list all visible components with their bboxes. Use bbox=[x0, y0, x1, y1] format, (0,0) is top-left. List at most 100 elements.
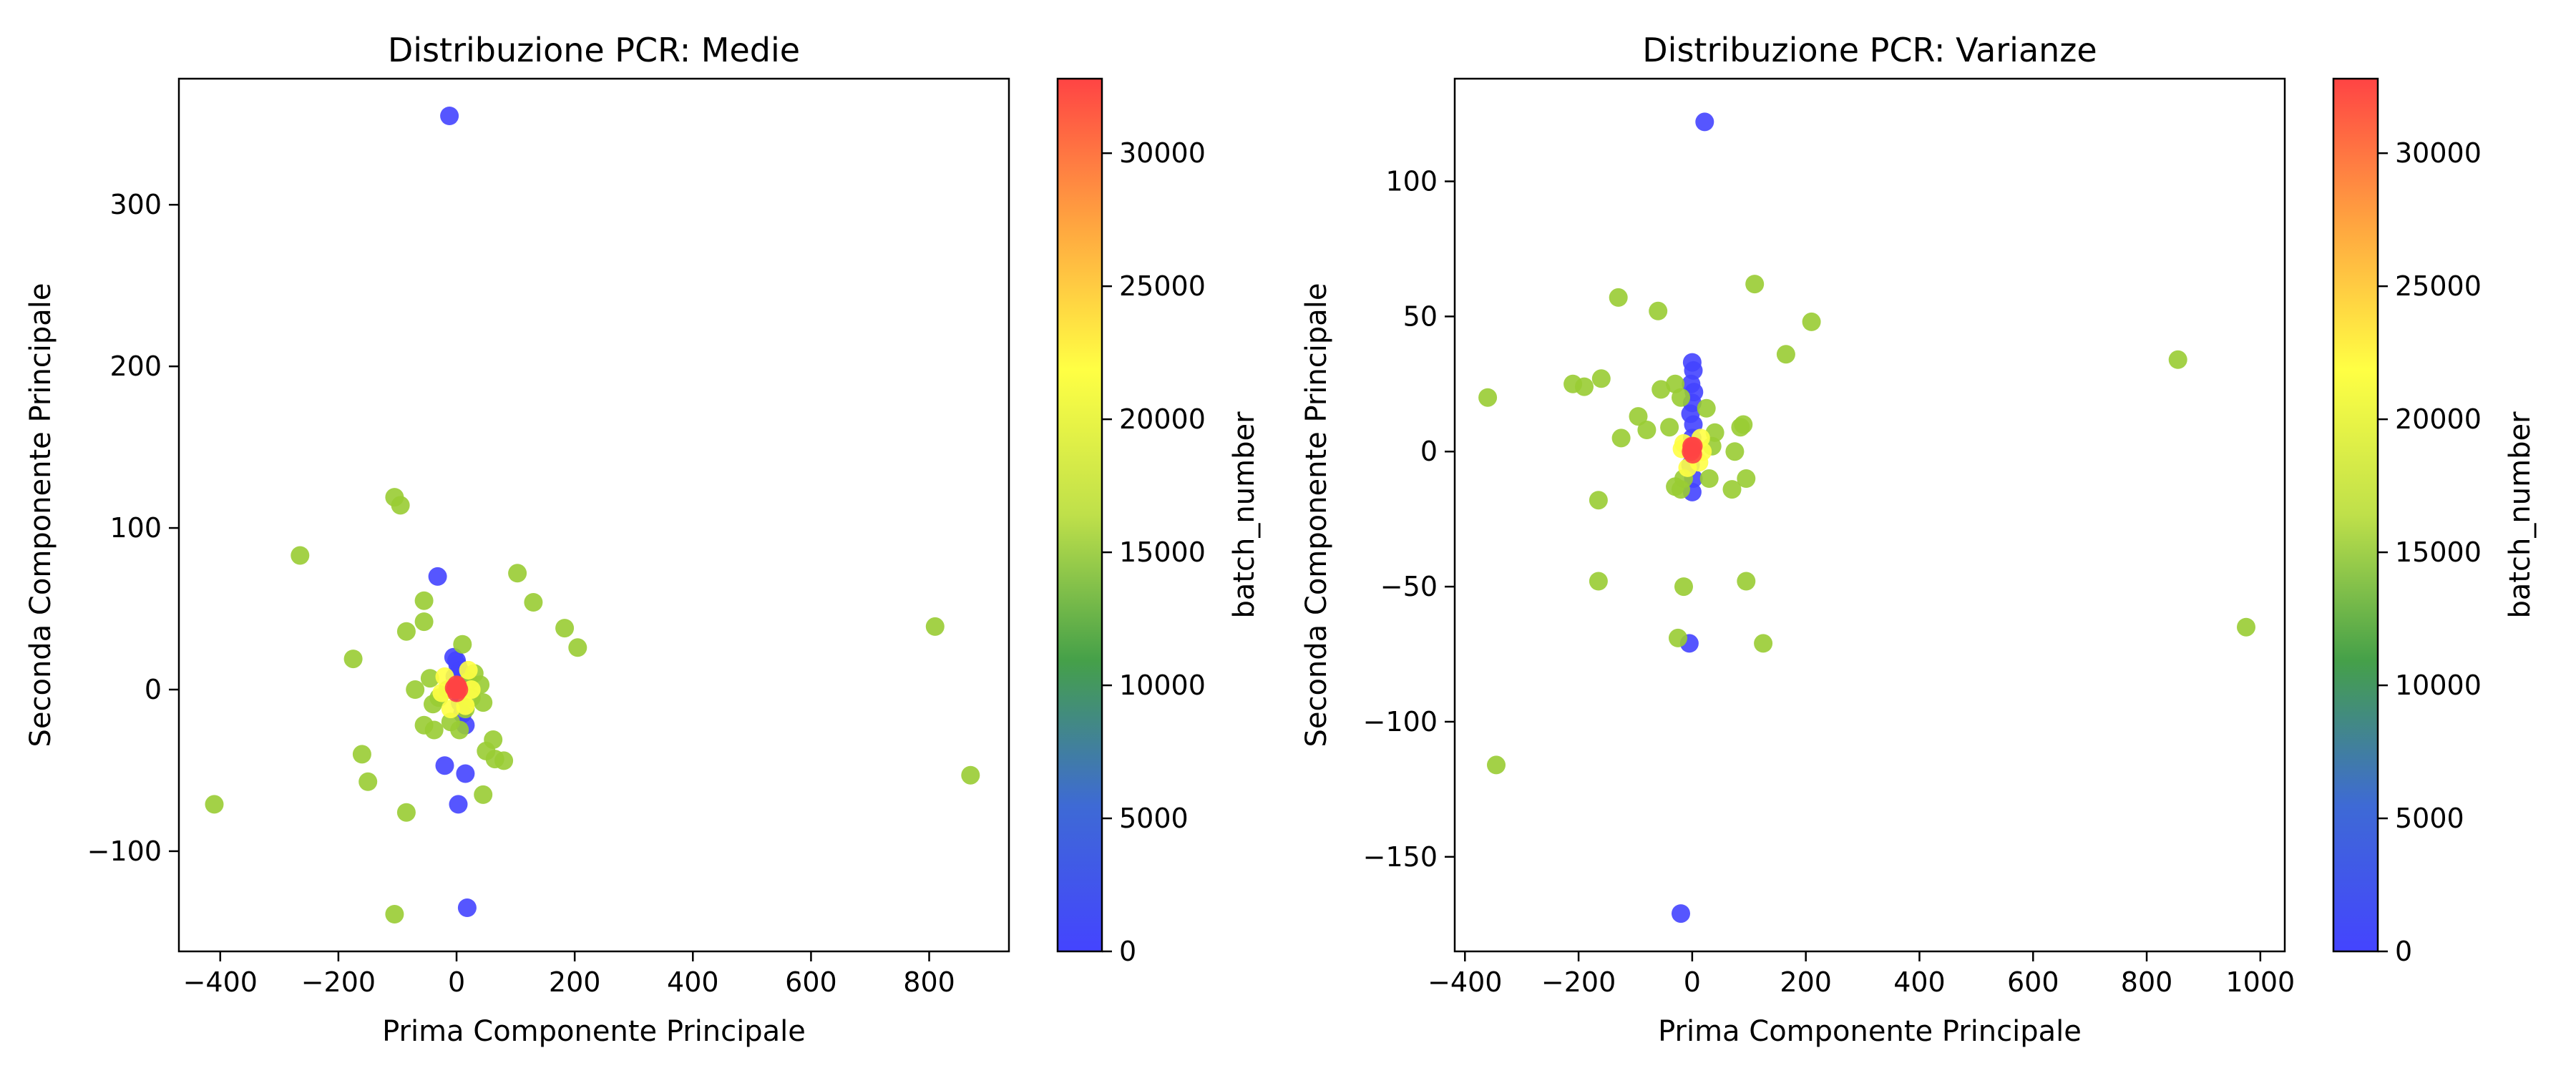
x-tick-label: 0 bbox=[448, 966, 465, 998]
colorbar-frame bbox=[1056, 77, 1103, 953]
colorbar bbox=[1058, 79, 1102, 951]
data-point bbox=[1722, 480, 1742, 499]
data-point bbox=[358, 772, 378, 791]
y-tick-label: 300 bbox=[109, 189, 162, 220]
y-tick-label: 200 bbox=[109, 351, 162, 382]
data-point bbox=[440, 107, 459, 125]
x-tick-label: −400 bbox=[1428, 966, 1502, 998]
data-point bbox=[1672, 480, 1690, 499]
y-tick-label: −150 bbox=[1363, 841, 1438, 873]
x-tick-label: 800 bbox=[2121, 966, 2173, 998]
data-point bbox=[474, 785, 493, 804]
colorbar-tick-label: 10000 bbox=[1119, 670, 1206, 701]
data-point bbox=[456, 764, 475, 783]
data-point bbox=[420, 669, 439, 688]
data-point bbox=[1776, 345, 1795, 364]
data-point bbox=[441, 700, 460, 719]
data-point bbox=[1649, 301, 1668, 320]
data-point bbox=[396, 803, 416, 822]
y-tick-label: −100 bbox=[1363, 706, 1438, 738]
data-point bbox=[568, 638, 587, 657]
x-tick-label: 200 bbox=[549, 966, 601, 998]
data-point bbox=[1478, 388, 1498, 407]
colorbar bbox=[2333, 79, 2378, 951]
data-point bbox=[456, 696, 475, 715]
y-tick-label: 50 bbox=[1403, 300, 1438, 332]
data-point bbox=[447, 675, 466, 695]
y-tick-label: 0 bbox=[1420, 436, 1438, 467]
data-point bbox=[508, 564, 527, 583]
data-point bbox=[424, 720, 444, 740]
data-point bbox=[1682, 436, 1702, 456]
data-point bbox=[1652, 380, 1671, 399]
data-point bbox=[1674, 577, 1693, 597]
x-tick-label: −200 bbox=[1541, 966, 1616, 998]
data-point bbox=[925, 617, 945, 636]
data-point bbox=[1705, 423, 1724, 442]
x-tick-label: −400 bbox=[183, 966, 258, 998]
colorbar-tick-label: 15000 bbox=[2395, 536, 2482, 568]
chart-title: Distribuzione PCR: Varianze bbox=[1642, 31, 2097, 69]
colorbar-tick-label: 10000 bbox=[2395, 670, 2482, 701]
data-point bbox=[1629, 407, 1648, 426]
data-point bbox=[391, 496, 410, 515]
x-tick-label: 400 bbox=[1893, 966, 1946, 998]
colorbar-tick-label: 20000 bbox=[1119, 403, 1206, 435]
y-axis-label: Seconda Componente Principale bbox=[1300, 283, 1333, 747]
plot-frame bbox=[1453, 77, 2286, 953]
data-points bbox=[1478, 112, 2255, 923]
data-point bbox=[1589, 572, 1608, 591]
data-point bbox=[1660, 418, 1679, 437]
data-points bbox=[205, 107, 980, 923]
data-point bbox=[1737, 469, 1756, 488]
colorbar-tick-label: 30000 bbox=[2395, 137, 2482, 169]
data-point bbox=[1609, 288, 1628, 307]
data-point bbox=[1754, 634, 1773, 653]
data-point bbox=[428, 567, 447, 586]
data-point bbox=[205, 795, 224, 814]
data-point bbox=[459, 660, 478, 680]
colorbar-tick-label: 5000 bbox=[2395, 803, 2464, 834]
colorbar-tick-label: 15000 bbox=[1119, 536, 1206, 568]
data-point bbox=[414, 612, 434, 632]
data-point bbox=[1734, 415, 1753, 434]
colorbar-tick-label: 0 bbox=[1119, 936, 1136, 967]
data-point bbox=[453, 635, 472, 654]
data-point bbox=[343, 650, 363, 669]
data-point bbox=[1697, 398, 1716, 418]
data-point bbox=[555, 619, 575, 638]
colorbar-frame bbox=[2332, 77, 2379, 953]
data-point bbox=[406, 680, 425, 699]
data-point bbox=[1575, 377, 1594, 396]
data-point bbox=[1725, 442, 1745, 461]
x-tick-label: −200 bbox=[301, 966, 376, 998]
y-tick-label: −50 bbox=[1380, 571, 1438, 602]
x-tick-label: 600 bbox=[2007, 966, 2059, 998]
data-point bbox=[2168, 350, 2187, 369]
data-point bbox=[457, 898, 477, 917]
data-point bbox=[524, 593, 543, 612]
data-point bbox=[1591, 369, 1611, 388]
chart-panel-2: −400 −200 0 200 400 600 800 1000−150−100−500501… bbox=[1300, 31, 2537, 1048]
data-point bbox=[961, 765, 980, 785]
data-point bbox=[385, 905, 404, 923]
x-tick-label: 1000 bbox=[2225, 966, 2295, 998]
y-tick-label: 100 bbox=[109, 512, 162, 544]
data-point bbox=[291, 546, 310, 565]
data-point bbox=[1745, 275, 1765, 294]
colorbar-label: batch_number bbox=[1228, 411, 1261, 619]
charts: −400 −200 0 200 400 600 800 −100 0 100 200 300 Distr… bbox=[24, 31, 2537, 1048]
data-point bbox=[414, 591, 434, 610]
x-tick-label: 400 bbox=[667, 966, 719, 998]
y-axis-label: Seconda Componente Principale bbox=[24, 283, 57, 747]
colorbar-tick-label: 25000 bbox=[1119, 270, 1206, 302]
x-axis-label: Prima Componente Principale bbox=[382, 1015, 806, 1048]
colorbar-tick-label: 30000 bbox=[1119, 137, 1206, 169]
data-point bbox=[1699, 469, 1719, 488]
x-tick-label: 0 bbox=[1684, 966, 1701, 998]
x-tick-label: 600 bbox=[785, 966, 837, 998]
data-point bbox=[1802, 312, 1821, 331]
data-point bbox=[352, 745, 371, 764]
data-point bbox=[1672, 904, 1690, 923]
